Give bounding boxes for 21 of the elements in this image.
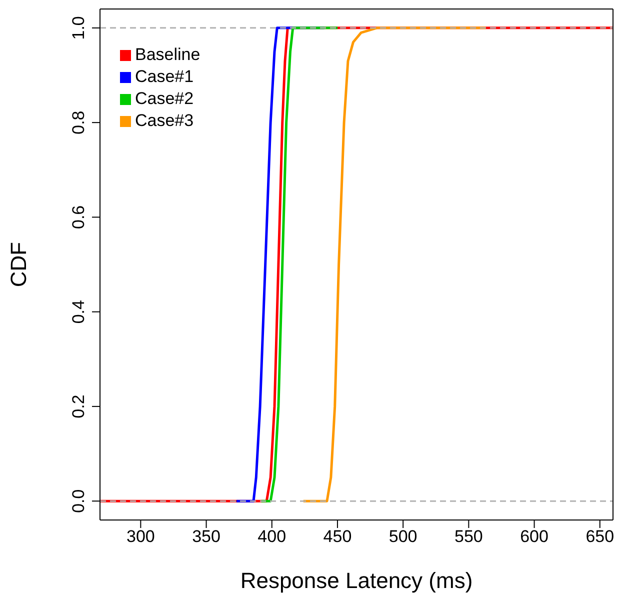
y-tick-label: 0.4 xyxy=(69,300,88,324)
legend-label: Case#2 xyxy=(135,89,194,108)
x-tick-label: 550 xyxy=(454,527,483,546)
x-tick-label: 300 xyxy=(126,527,155,546)
x-axis-title: Response Latency (ms) xyxy=(240,568,473,593)
legend-label: Case#3 xyxy=(135,111,194,130)
x-tick-label: 350 xyxy=(192,527,220,546)
x-tick-label: 500 xyxy=(388,527,418,546)
y-tick-label: 0.2 xyxy=(69,394,88,418)
y-tick-label: 0.0 xyxy=(69,489,88,513)
x-tick-label: 650 xyxy=(586,527,614,546)
legend-label: Case#1 xyxy=(135,67,194,86)
line-series xyxy=(260,26,339,502)
legend-label: Baseline xyxy=(135,45,200,64)
y-axis-title: CDF xyxy=(6,242,31,288)
x-tick-label: 450 xyxy=(323,527,352,546)
x-tick-label: 600 xyxy=(520,527,548,546)
y-tick-label: 1.0 xyxy=(69,16,88,40)
y-tick-label: 0.8 xyxy=(69,110,88,134)
x-tick-label: 400 xyxy=(258,527,286,546)
y-tick-label: 0.6 xyxy=(69,205,88,230)
